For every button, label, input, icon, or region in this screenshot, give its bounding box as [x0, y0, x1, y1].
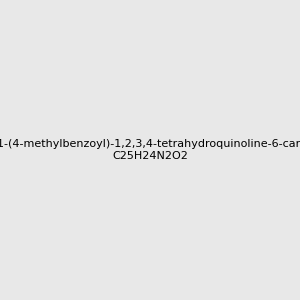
Text: N-benzyl-1-(4-methylbenzoyl)-1,2,3,4-tetrahydroquinoline-6-carboxamide
C25H24N2O: N-benzyl-1-(4-methylbenzoyl)-1,2,3,4-tet… [0, 139, 300, 161]
